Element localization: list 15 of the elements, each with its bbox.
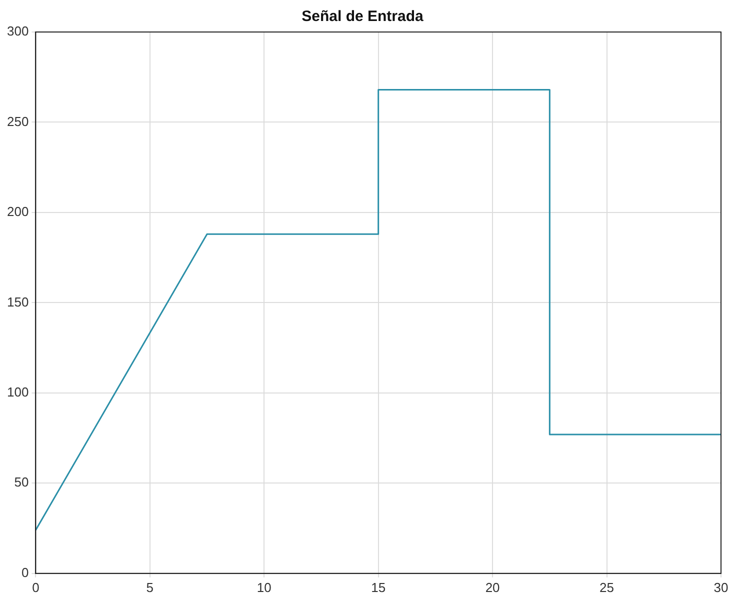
y-tick-label: 0 [21, 564, 29, 580]
x-tick-label: 5 [146, 580, 154, 595]
x-tick-label: 20 [485, 580, 500, 595]
x-tick-label: 25 [600, 580, 614, 595]
y-tick-label: 150 [6, 294, 29, 310]
x-tick-label: 15 [371, 580, 386, 595]
x-tick-label: 0 [32, 580, 40, 595]
x-tick-label: 30 [714, 580, 728, 595]
y-tick-label: 250 [6, 114, 29, 129]
y-tick-label: 50 [14, 474, 29, 490]
x-tick-label: 10 [256, 580, 272, 595]
y-tick-label: 100 [6, 384, 29, 400]
chart-title: Señal de Entrada [302, 8, 424, 26]
y-tick-label: 300 [6, 24, 29, 39]
y-tick-label: 200 [6, 204, 29, 220]
